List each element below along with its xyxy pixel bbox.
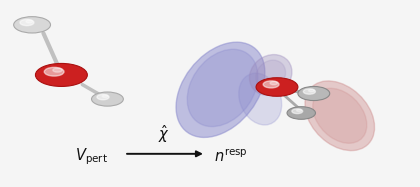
Circle shape — [270, 81, 278, 85]
Ellipse shape — [187, 49, 258, 127]
Circle shape — [309, 89, 314, 92]
Circle shape — [14, 17, 50, 33]
Circle shape — [263, 81, 279, 88]
Circle shape — [97, 94, 109, 100]
Circle shape — [297, 109, 302, 111]
Ellipse shape — [256, 60, 286, 90]
Circle shape — [35, 63, 87, 86]
Text: $n^{\mathrm{resp}}$: $n^{\mathrm{resp}}$ — [214, 148, 248, 165]
Ellipse shape — [305, 81, 375, 151]
Circle shape — [53, 68, 62, 72]
Circle shape — [303, 89, 315, 94]
Ellipse shape — [239, 73, 282, 125]
Circle shape — [26, 20, 33, 23]
Circle shape — [92, 92, 123, 106]
Text: $V_{\mathrm{pert}}$: $V_{\mathrm{pert}}$ — [75, 146, 108, 167]
Circle shape — [102, 95, 108, 97]
Ellipse shape — [313, 88, 367, 143]
Ellipse shape — [249, 55, 292, 95]
Circle shape — [256, 78, 298, 96]
Circle shape — [298, 86, 330, 101]
Text: $\hat{\chi}$: $\hat{\chi}$ — [158, 123, 170, 145]
Circle shape — [287, 107, 315, 119]
Circle shape — [44, 67, 64, 76]
Circle shape — [20, 19, 34, 26]
Ellipse shape — [176, 42, 265, 137]
Circle shape — [292, 109, 303, 114]
